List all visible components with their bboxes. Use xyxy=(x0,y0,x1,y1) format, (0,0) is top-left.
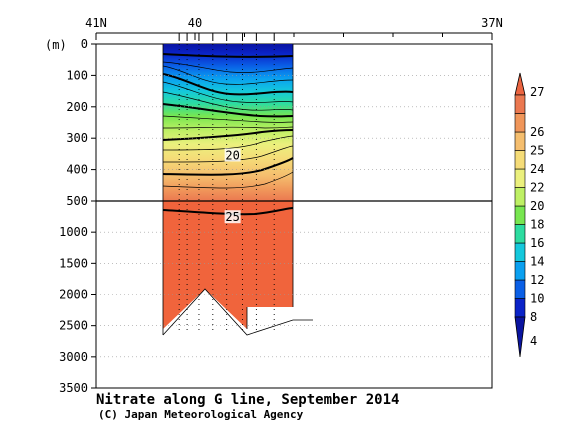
x-tick-label: 37N xyxy=(481,16,503,30)
colorbar-under-triangle xyxy=(514,316,526,358)
colorbar-tick-label: 10 xyxy=(530,292,544,306)
colorbar-segment xyxy=(514,187,526,207)
contour-line xyxy=(162,65,294,85)
contour-line xyxy=(162,81,294,103)
contour-line xyxy=(162,73,294,96)
contour-line xyxy=(162,61,294,73)
contour-line xyxy=(162,171,294,189)
colorbar-tick-label: 26 xyxy=(530,125,544,139)
contour-line xyxy=(162,207,294,216)
colorbar-segment xyxy=(514,168,526,188)
x-axis: 41N 40 37N xyxy=(85,16,503,40)
contour-label: 25 xyxy=(225,210,239,224)
colorbar-tick-label: 27 xyxy=(530,85,544,99)
colorbar-segment xyxy=(514,113,526,133)
y-tick-label: 300 xyxy=(66,131,88,145)
upper-contour-lines xyxy=(162,53,294,189)
y-tick-label: 1500 xyxy=(59,256,88,270)
colorbar-over-triangle xyxy=(514,72,526,96)
colorbar-segment xyxy=(514,150,526,170)
colorbar-segment xyxy=(514,242,526,262)
colorbar-segment xyxy=(514,131,526,151)
colorbar-tick-label: 12 xyxy=(530,273,544,287)
colorbar: 4 8 10 12 14 16 18 20 22 24 25 26 27 xyxy=(514,72,544,358)
contour-line xyxy=(162,53,294,58)
y-tick-label: 200 xyxy=(66,100,88,114)
lower-contour-lines xyxy=(162,207,294,216)
y-tick-label: 500 xyxy=(66,194,88,208)
y-tick-label: 2000 xyxy=(59,288,88,302)
contour-line xyxy=(162,115,294,123)
section-boundary xyxy=(162,44,313,336)
plot-frame xyxy=(95,43,493,389)
y-axis-label: (m) xyxy=(45,38,67,52)
contour-line xyxy=(162,135,294,151)
y-tick-label: 2500 xyxy=(59,319,88,333)
colorbar-segment xyxy=(514,261,526,281)
y-tick-label: 3000 xyxy=(59,350,88,364)
colorbar-tick-label: 8 xyxy=(530,310,537,324)
colorbar-segment xyxy=(514,94,526,114)
y-tick-label: 3500 xyxy=(59,381,88,395)
colorbar-tick-label: 16 xyxy=(530,236,544,250)
colorbar-segment xyxy=(514,205,526,225)
bottom-topography-line xyxy=(162,288,313,336)
colorbar-tick-label: 24 xyxy=(530,162,544,176)
contour-line xyxy=(162,103,294,118)
contour-line xyxy=(162,157,294,176)
colorbar-segment xyxy=(514,298,526,318)
chart-title: Nitrate along G line, September 2014 xyxy=(96,392,399,408)
colorbar-segment xyxy=(514,279,526,299)
contour-label-bg xyxy=(224,210,241,224)
colorbar-tick-label: 14 xyxy=(530,255,544,269)
colorbar-tick-label: 18 xyxy=(530,218,544,232)
contour-line xyxy=(162,91,294,111)
lower-section-field xyxy=(163,201,293,329)
y-tick-label: 100 xyxy=(66,68,88,82)
contour-label-bg xyxy=(224,148,241,162)
colorbar-tick-label: 25 xyxy=(530,144,544,158)
colorbar-tick-label: 22 xyxy=(530,181,544,195)
station-lines xyxy=(178,33,275,330)
x-tick-label: 40 xyxy=(188,16,202,30)
y-tick-label: 400 xyxy=(66,163,88,177)
colorbar-tick-label: 20 xyxy=(530,199,544,213)
y-gridlines xyxy=(96,75,492,358)
contour-line xyxy=(162,126,294,129)
contour-label: 20 xyxy=(225,148,239,162)
contour-line xyxy=(162,145,294,163)
contour-line xyxy=(162,129,294,141)
credit-text: (C) Japan Meteorological Agency xyxy=(98,408,304,421)
y-axis: 0 100 200 300 400 500 1000 1500 2000 2500 3000 3500 xyxy=(59,37,96,395)
x-tick-label: 41N xyxy=(85,16,107,30)
y-tick-label: 0 xyxy=(81,37,88,51)
colorbar-segment xyxy=(514,224,526,244)
y-tick-label: 1000 xyxy=(59,225,88,239)
colorbar-tick-label: 4 xyxy=(530,334,537,348)
